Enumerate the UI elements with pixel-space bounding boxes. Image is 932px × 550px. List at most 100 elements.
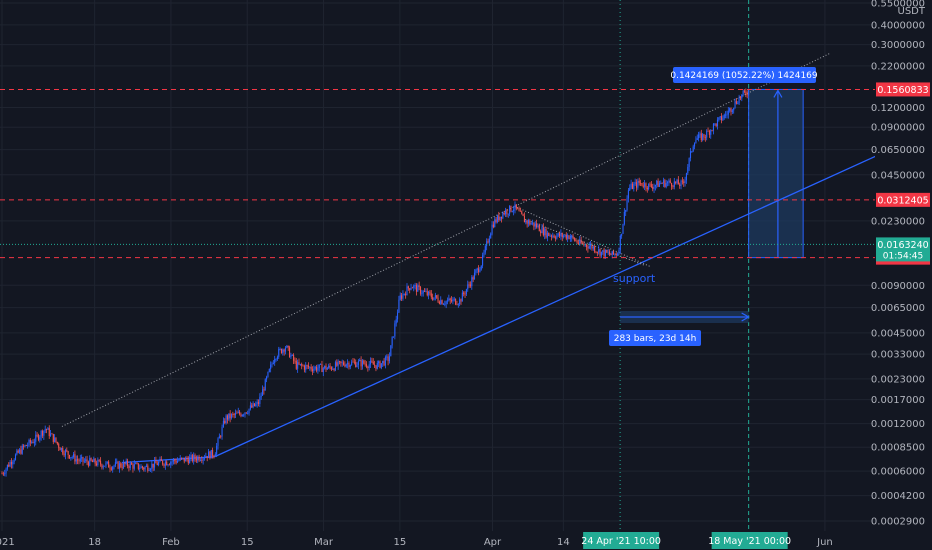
candle-body — [415, 285, 417, 292]
candle-body — [652, 186, 654, 189]
price-range-arrowhead — [773, 89, 783, 98]
candle-body — [465, 289, 467, 295]
candle-body — [27, 445, 29, 447]
candle-body — [411, 287, 413, 289]
candle-body — [316, 366, 318, 371]
candle-body — [267, 371, 269, 377]
candle-body — [368, 364, 370, 368]
candle-body — [248, 408, 250, 414]
candle-body — [249, 405, 251, 409]
candle-body — [182, 457, 184, 459]
candle-body — [704, 137, 706, 139]
candle-body — [39, 436, 41, 440]
candle-body — [712, 123, 714, 131]
candle-body — [293, 354, 295, 361]
candle-body — [214, 454, 216, 457]
candle-body — [541, 227, 543, 234]
candle-body — [527, 220, 530, 224]
candle-body — [618, 250, 620, 255]
candle-body — [135, 463, 137, 465]
candle-body — [181, 457, 183, 459]
price-tick-label: 0.0065000 — [871, 303, 925, 314]
candle-body — [741, 94, 743, 99]
time-tick-labels: 2021 18 Feb 15 Mar 15 Apr 14 Jun — [0, 537, 833, 548]
candle-body — [174, 459, 176, 462]
candle-body — [688, 158, 690, 167]
candle-body — [10, 461, 12, 465]
candle-body — [313, 368, 315, 372]
candle-body — [326, 368, 328, 370]
candle-body — [602, 250, 604, 252]
candle-body — [563, 235, 565, 237]
measure-label-box — [673, 67, 816, 83]
candle-body — [538, 225, 540, 232]
candle-body — [155, 460, 157, 464]
candle-body — [105, 462, 107, 466]
candle-body — [351, 361, 353, 366]
candle-body — [162, 460, 164, 465]
candle-body — [665, 183, 667, 187]
price-tick-label: 0.0900000 — [871, 123, 925, 134]
candle-body — [25, 445, 27, 446]
candle-body — [669, 180, 671, 184]
candle-body — [113, 465, 115, 467]
candle-body — [20, 449, 22, 454]
candle-body — [163, 464, 165, 466]
marker-badge-start — [583, 532, 660, 549]
bars-label-box — [609, 330, 701, 346]
candle-body — [463, 292, 465, 294]
candle-body — [226, 415, 228, 420]
candle-body — [28, 439, 30, 446]
candle-body — [168, 464, 170, 466]
candle-body — [441, 300, 443, 305]
candle-body — [679, 184, 681, 186]
candle-body — [594, 246, 596, 252]
candle-body — [283, 349, 285, 352]
candle-body — [730, 108, 732, 113]
candle-body — [664, 180, 666, 187]
candle-body — [166, 461, 168, 466]
candle-body — [125, 460, 127, 465]
candle-body — [526, 220, 528, 224]
candle-body — [289, 347, 291, 358]
candle-body — [650, 184, 652, 187]
candle-body — [533, 222, 535, 227]
candle-body — [62, 447, 64, 454]
marker-badge-text: 18 May '21 00:00 — [708, 536, 791, 547]
candle-body — [124, 462, 126, 465]
candle-body — [522, 213, 524, 217]
candle-body — [116, 461, 118, 463]
candle-body — [743, 90, 746, 92]
candle-body — [622, 224, 624, 234]
price-tick-label: 0.0033000 — [871, 350, 925, 361]
candle-body — [259, 396, 261, 405]
candle-body — [143, 467, 145, 470]
candle-body — [557, 233, 559, 236]
candle-body — [87, 462, 89, 466]
candle-body — [220, 436, 222, 438]
candle-body — [121, 466, 123, 468]
candle-body — [102, 466, 104, 468]
candle-body — [371, 360, 373, 363]
candle-body — [51, 433, 53, 435]
annotations: support 0.1424169 (1052.22%) 1424169 283… — [609, 67, 818, 346]
price-tick-label: 0.0008500 — [871, 443, 925, 454]
candle-body — [144, 466, 146, 470]
candle-body — [268, 368, 270, 372]
bars-label: 283 bars, 23d 14h — [614, 334, 697, 344]
candle-body — [244, 412, 246, 415]
candle-body — [383, 360, 385, 366]
candle-body — [156, 463, 158, 466]
support-trendline — [214, 129, 932, 458]
candle-body — [398, 299, 400, 313]
candle-body — [352, 361, 354, 363]
time-tick-label: Feb — [162, 537, 180, 548]
candle-body — [575, 240, 577, 242]
candle-body — [675, 181, 677, 183]
candle-body — [266, 376, 268, 380]
candle-body — [78, 460, 80, 462]
candle-body — [634, 182, 636, 185]
candle-body — [4, 473, 6, 475]
candle-body — [537, 225, 539, 228]
